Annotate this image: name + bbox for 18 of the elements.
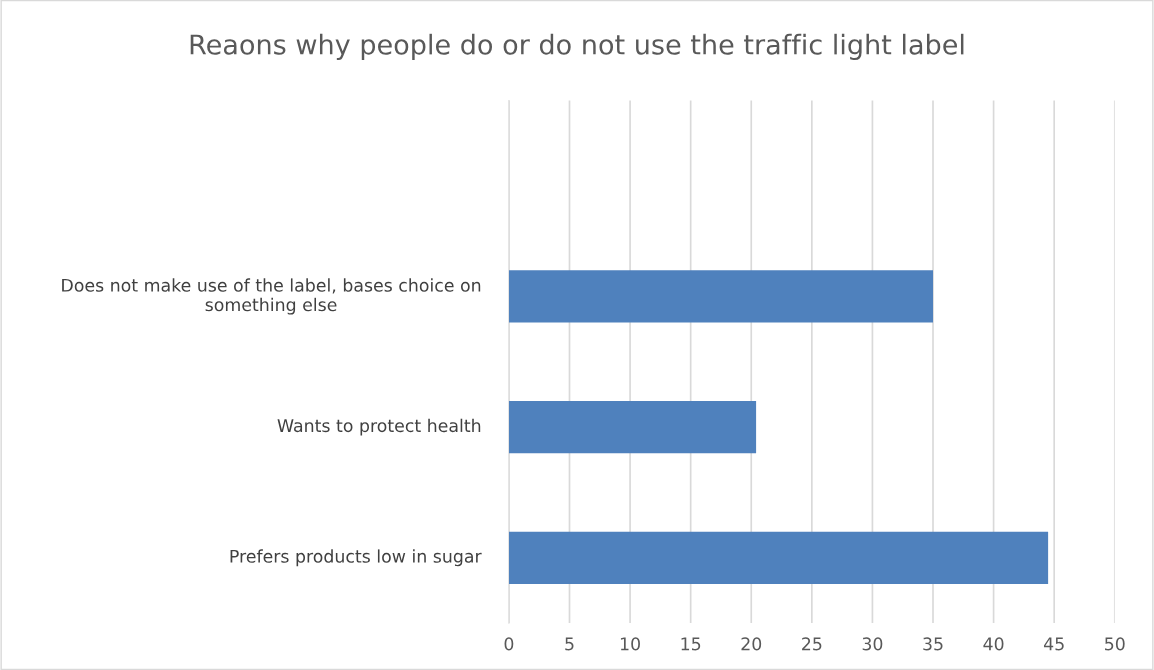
- x-tick-label: 50: [1105, 637, 1125, 651]
- x-tick-label: 40: [983, 637, 1004, 651]
- x-tick-label: 5: [565, 637, 574, 651]
- bar: [508, 401, 757, 454]
- x-tick-label: 45: [1043, 637, 1064, 651]
- x-tick-label: 15: [681, 637, 701, 651]
- chart-title: Reaons why people do or do not use the traffic light label: [190, 33, 964, 61]
- y-tick-label: Does not make use of the label, bases choice on something else: [62, 278, 481, 315]
- bar: [508, 270, 934, 323]
- x-tick-label: 10: [620, 637, 640, 651]
- bar: [508, 531, 1049, 584]
- x-tick-label: 35: [923, 637, 943, 651]
- x-tick-label: 20: [741, 637, 762, 651]
- y-tick-label: Wants to protect health: [277, 418, 481, 436]
- y-tick-label: Prefers products low in sugar: [230, 549, 482, 567]
- x-tick-label: 30: [862, 637, 883, 651]
- x-tick-label: 0: [504, 637, 514, 651]
- x-tick-label: 25: [802, 637, 822, 651]
